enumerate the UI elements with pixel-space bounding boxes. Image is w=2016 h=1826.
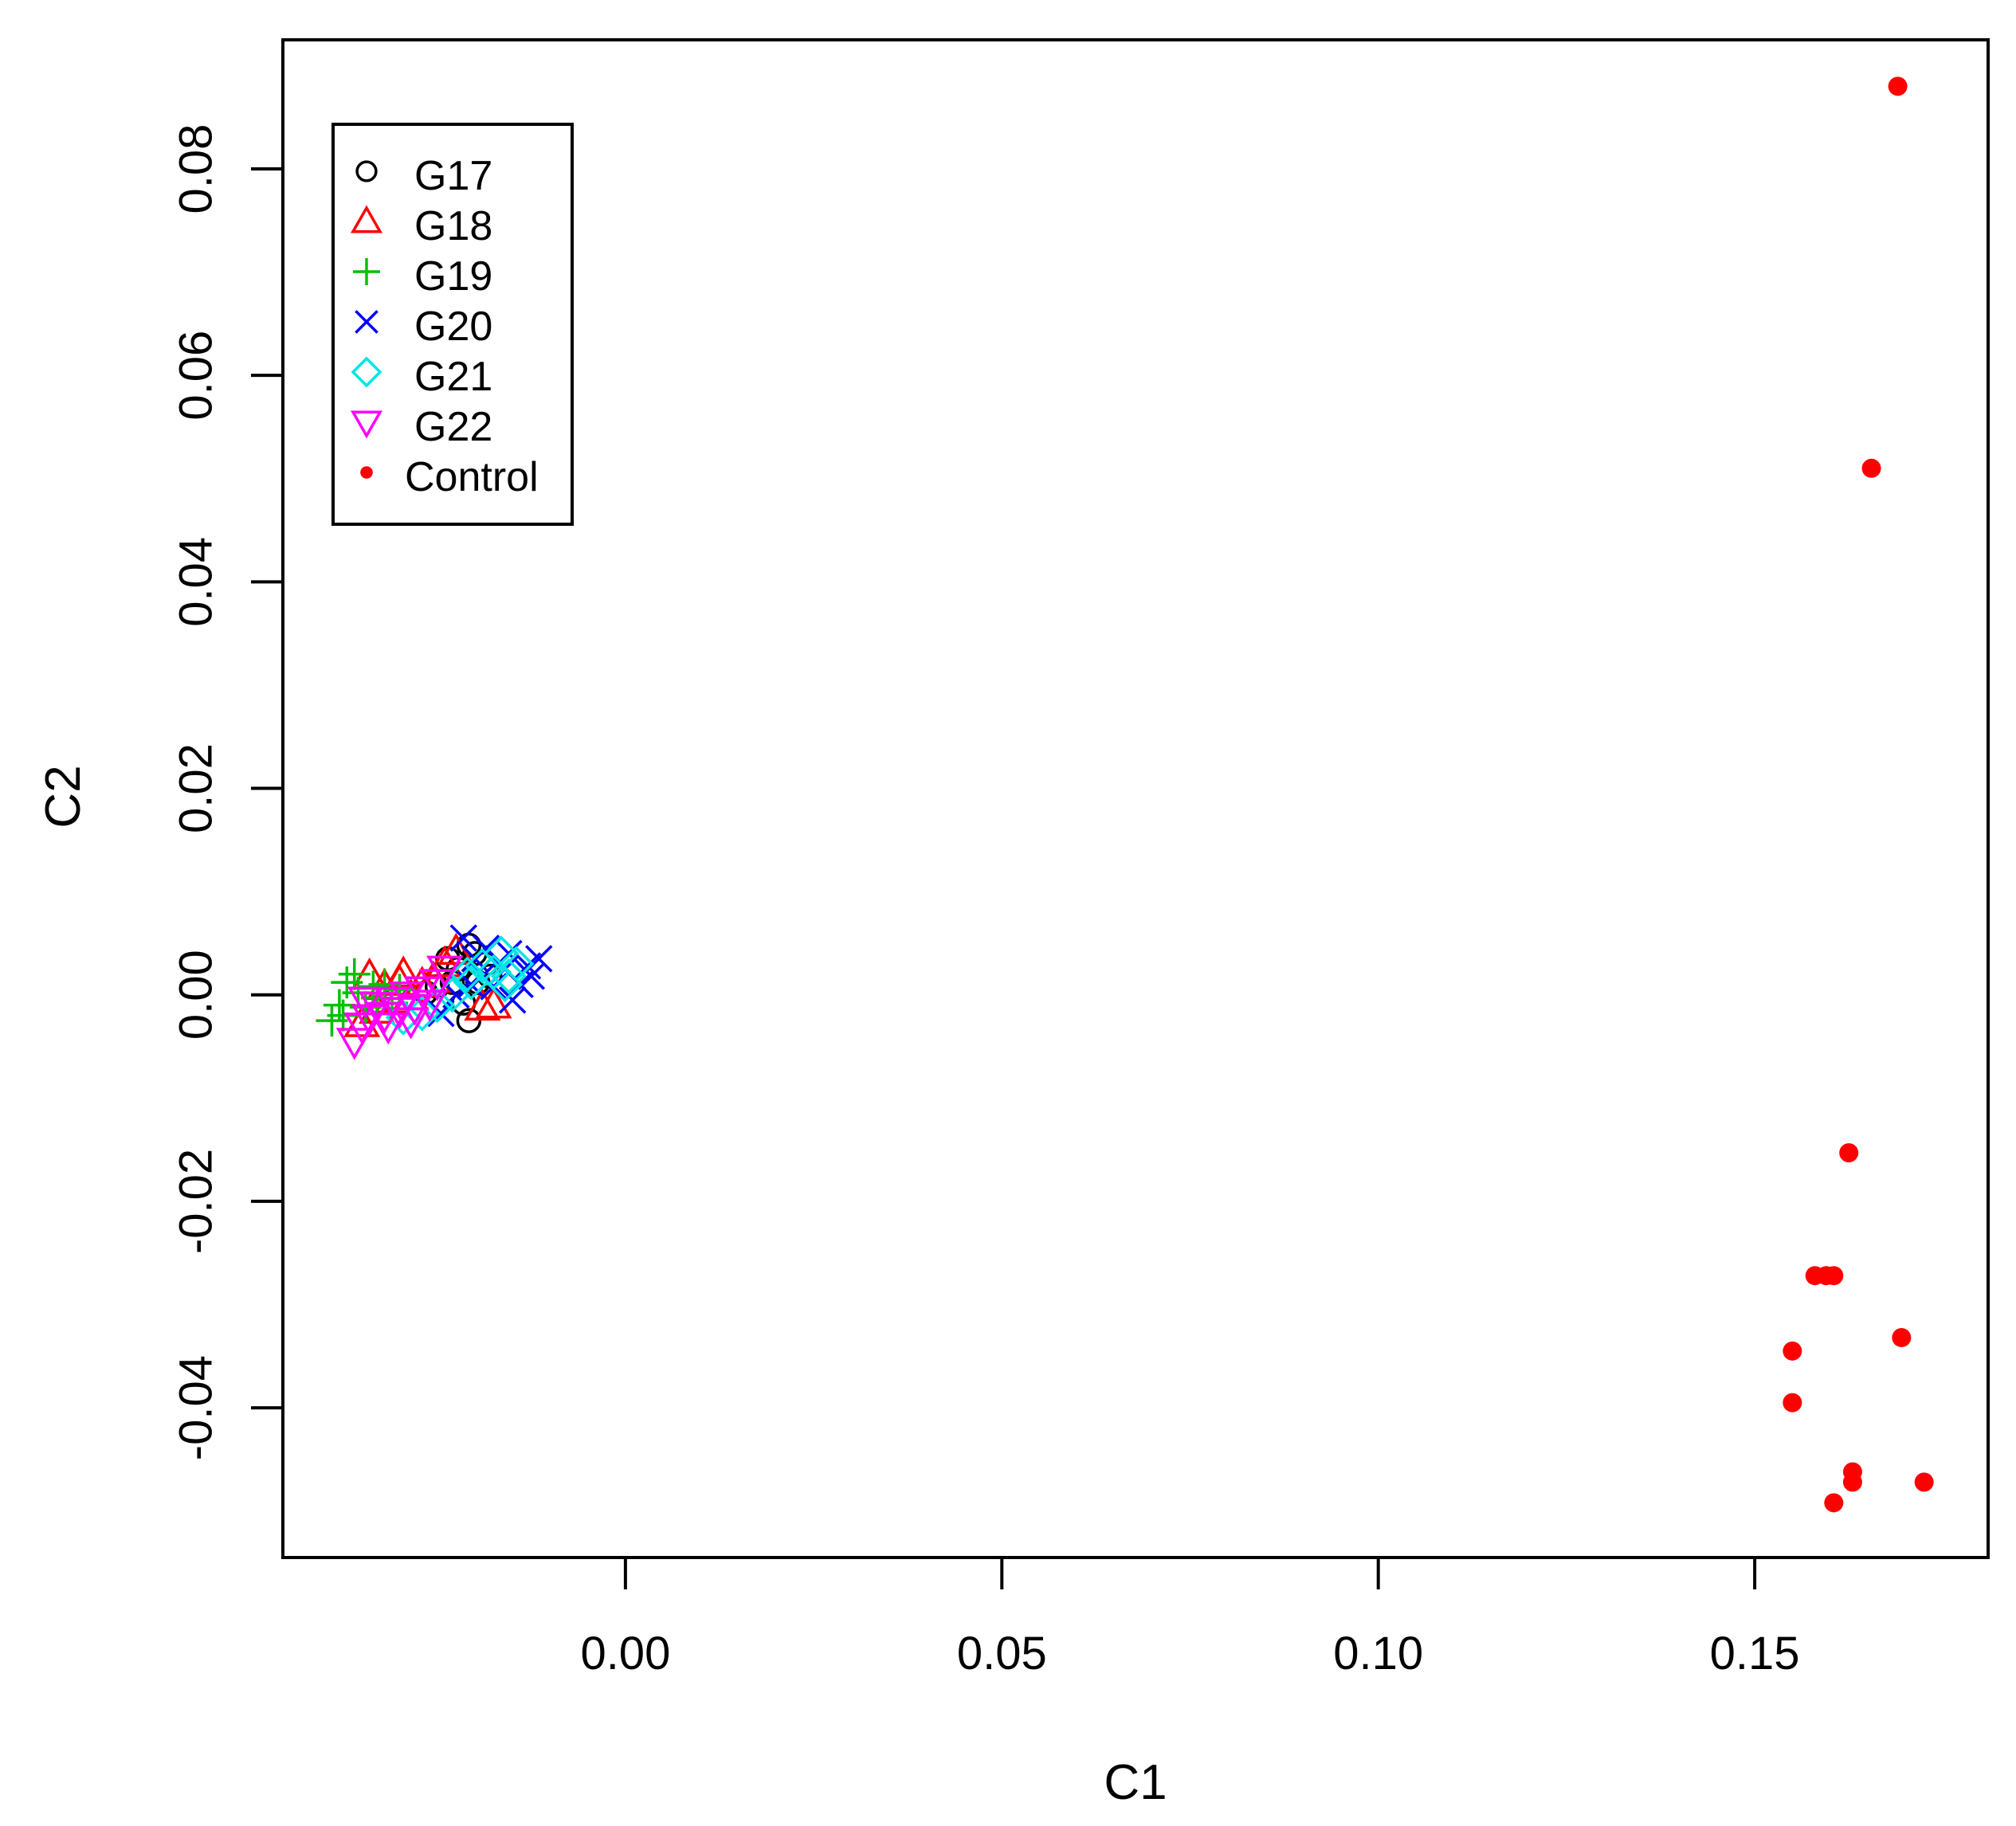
legend-item: G22 — [350, 404, 492, 450]
data-point — [411, 989, 449, 1022]
data-point — [1824, 1266, 1844, 1286]
y-tick-label: -0.02 — [170, 1149, 222, 1254]
y-tick-label: 0.00 — [170, 950, 222, 1040]
legend-marker — [355, 160, 378, 182]
legend-marker — [360, 466, 373, 479]
x-tick-label: 0.15 — [1710, 1628, 1800, 1679]
data-point — [513, 952, 542, 980]
x-tick-label: 0.00 — [580, 1628, 670, 1679]
y-tick-label: 0.06 — [170, 331, 222, 421]
legend-label: G20 — [414, 304, 492, 350]
legend-label: G21 — [414, 354, 492, 400]
legend-item: G18 — [350, 203, 492, 249]
data-point — [449, 924, 477, 952]
legend-marker — [355, 310, 378, 334]
data-point — [456, 1008, 482, 1033]
data-point — [359, 991, 396, 1025]
data-point — [1892, 1327, 1912, 1347]
data-point — [368, 968, 401, 1001]
y-tick-label: 0.02 — [170, 743, 222, 833]
data-point — [464, 988, 501, 1021]
legend-label: G17 — [414, 153, 492, 199]
data-point — [1888, 76, 1908, 96]
legend-marker — [350, 410, 383, 439]
legend-item: G19 — [353, 253, 492, 300]
legend-marker — [353, 258, 380, 285]
x-axis: 0.00 0.05 0.10 0.15 — [580, 1558, 1800, 1679]
series-g22 — [335, 955, 464, 1060]
legend-item: G17 — [355, 153, 492, 199]
y-axis-title: C2 — [36, 765, 91, 828]
data-point — [1839, 1143, 1859, 1162]
legend-item: Control — [360, 454, 539, 500]
legend-marker — [350, 205, 383, 233]
data-point — [1783, 1393, 1802, 1413]
data-point — [517, 962, 546, 990]
data-point — [338, 958, 371, 990]
data-point — [426, 945, 464, 978]
x-tick-label: 0.05 — [957, 1628, 1047, 1679]
data-point — [370, 1012, 407, 1045]
data-point — [475, 986, 512, 1019]
points-layer — [316, 76, 1934, 1513]
data-point — [373, 986, 411, 1019]
legend-label: G22 — [414, 404, 492, 450]
data-point — [1824, 1493, 1844, 1513]
data-point — [392, 1007, 429, 1040]
data-point — [426, 955, 464, 988]
data-point — [385, 955, 422, 988]
legend-label: G19 — [414, 253, 492, 300]
legend-label: Control — [405, 454, 539, 500]
data-point — [343, 1012, 381, 1045]
y-tick-label: 0.04 — [170, 537, 222, 627]
data-point — [1783, 1341, 1802, 1361]
series-control — [1783, 76, 1934, 1513]
data-point — [487, 966, 524, 1003]
legend-label: G18 — [414, 203, 492, 249]
legend-item: G21 — [351, 354, 492, 400]
data-point — [427, 999, 455, 1028]
legend-item: G20 — [355, 304, 492, 350]
data-point — [1842, 1472, 1862, 1492]
data-point — [498, 985, 527, 1014]
y-tick-label: -0.04 — [170, 1355, 222, 1460]
data-point — [490, 958, 527, 994]
x-axis-title: C1 — [1104, 1755, 1167, 1810]
data-point — [1914, 1472, 1934, 1492]
data-point — [449, 956, 485, 993]
data-point — [1861, 458, 1881, 478]
y-axis: -0.04 -0.02 0.00 0.02 0.04 0.06 0.08 — [170, 124, 283, 1460]
data-point — [347, 986, 384, 1019]
plot-frame — [281, 38, 1990, 1559]
data-point — [327, 999, 359, 1032]
legend-box — [331, 123, 574, 526]
x-tick-label: 0.10 — [1333, 1628, 1423, 1679]
y-tick-label: 0.08 — [170, 124, 222, 214]
legend-marker — [351, 356, 382, 388]
